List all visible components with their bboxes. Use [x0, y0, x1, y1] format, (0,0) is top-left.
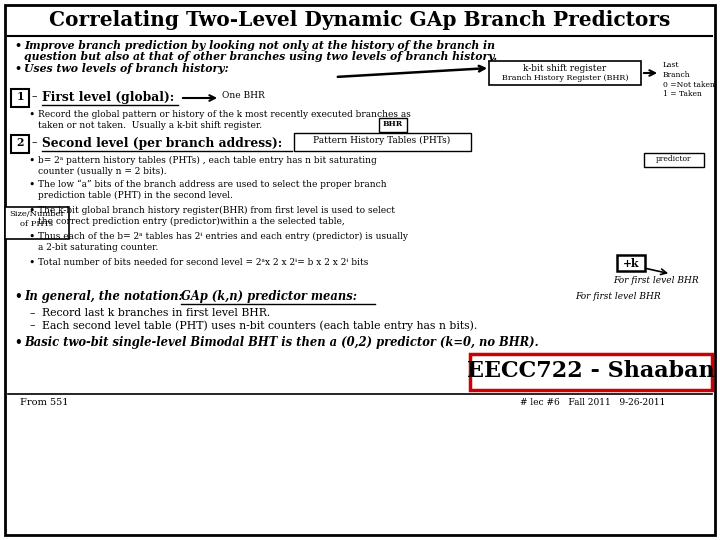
- Text: Record the global pattern or history of the k most recently executed branches as: Record the global pattern or history of …: [38, 110, 411, 119]
- Text: Pattern History Tables (PHTs): Pattern History Tables (PHTs): [313, 136, 451, 145]
- Text: BHR: BHR: [383, 120, 403, 128]
- Text: Thus each of the b= 2ᵃ tables has 2ᶤ entries and each entry (predictor) is usual: Thus each of the b= 2ᵃ tables has 2ᶤ ent…: [38, 232, 408, 241]
- Text: Record last k branches in first level BHR.: Record last k branches in first level BH…: [42, 308, 270, 318]
- Text: First level (global):: First level (global):: [42, 91, 174, 104]
- Text: •: •: [14, 40, 21, 51]
- Text: Correlating Two-Level Dynamic GAp Branch Predictors: Correlating Two-Level Dynamic GAp Branch…: [49, 10, 671, 30]
- Text: Total number of bits needed for second level = 2ᵃx 2 x 2ᶤ= b x 2 x 2ᶤ bits: Total number of bits needed for second l…: [38, 258, 369, 267]
- Text: Branch History Register (BHR): Branch History Register (BHR): [502, 74, 629, 82]
- Text: # lec #6   Fall 2011   9-26-2011: # lec #6 Fall 2011 9-26-2011: [520, 398, 665, 407]
- Text: the correct prediction entry (predictor)within a the selected table,: the correct prediction entry (predictor)…: [38, 217, 345, 226]
- FancyBboxPatch shape: [11, 89, 29, 107]
- Text: For first level BHR: For first level BHR: [613, 276, 698, 285]
- Text: •: •: [28, 206, 35, 216]
- Text: •: •: [28, 156, 35, 166]
- Text: Uses two levels of branch history:: Uses two levels of branch history:: [24, 63, 229, 74]
- FancyBboxPatch shape: [5, 207, 69, 239]
- Text: •: •: [14, 336, 22, 349]
- Text: predictor: predictor: [656, 155, 692, 163]
- Text: Basic two-bit single-level Bimodal BHT is then a (0,2) predictor (k=0, no BHR).: Basic two-bit single-level Bimodal BHT i…: [24, 336, 539, 349]
- Text: EECC722 - Shaaban: EECC722 - Shaaban: [467, 360, 715, 382]
- Text: taken or not taken.  Usually a k-bit shift register.: taken or not taken. Usually a k-bit shif…: [38, 121, 262, 130]
- Text: •: •: [14, 63, 21, 74]
- Text: •: •: [28, 258, 35, 268]
- Text: The k-bit global branch history register(BHR) from first level is used to select: The k-bit global branch history register…: [38, 206, 395, 215]
- Text: The low “a” bits of the branch address are used to select the proper branch: The low “a” bits of the branch address a…: [38, 180, 387, 190]
- FancyBboxPatch shape: [644, 153, 704, 167]
- FancyBboxPatch shape: [489, 61, 641, 85]
- Text: b= 2ᵃ pattern history tables (PHTs) , each table entry has n bit saturating: b= 2ᵃ pattern history tables (PHTs) , ea…: [38, 156, 377, 165]
- Text: •: •: [28, 180, 35, 190]
- FancyBboxPatch shape: [294, 133, 471, 151]
- FancyBboxPatch shape: [617, 255, 645, 271]
- Text: 2: 2: [17, 137, 24, 148]
- Text: prediction table (PHT) in the second level.: prediction table (PHT) in the second lev…: [38, 191, 233, 200]
- Text: counter (usually n = 2 bits).: counter (usually n = 2 bits).: [38, 167, 166, 176]
- Text: One BHR: One BHR: [222, 91, 265, 100]
- Text: Improve branch prediction by looking not only at the history of the branch in: Improve branch prediction by looking not…: [24, 40, 495, 51]
- Text: In general, the notation:: In general, the notation:: [24, 290, 183, 303]
- Text: •: •: [28, 110, 35, 120]
- Text: a 2-bit saturating counter.: a 2-bit saturating counter.: [38, 243, 158, 252]
- FancyBboxPatch shape: [11, 135, 29, 153]
- FancyBboxPatch shape: [470, 354, 712, 390]
- Text: –: –: [32, 137, 37, 147]
- FancyBboxPatch shape: [379, 118, 407, 132]
- Text: Each second level table (PHT) uses n-bit counters (each table entry has n bits).: Each second level table (PHT) uses n-bit…: [42, 320, 477, 330]
- Text: From 551: From 551: [20, 398, 68, 407]
- Text: For first level BHR: For first level BHR: [575, 292, 661, 301]
- Text: –: –: [30, 308, 35, 318]
- Text: k-bit shift register: k-bit shift register: [523, 64, 607, 73]
- Text: Size/Number
of PHTs: Size/Number of PHTs: [9, 210, 65, 228]
- Text: +k: +k: [623, 258, 639, 269]
- Text: question but also at that of other branches using two levels of branch history.: question but also at that of other branc…: [24, 51, 497, 62]
- Text: Second level (per branch address):: Second level (per branch address):: [42, 137, 282, 150]
- Text: GAp (k,n) predictor means:: GAp (k,n) predictor means:: [181, 290, 357, 303]
- Text: •: •: [14, 290, 22, 303]
- Text: 1: 1: [16, 91, 24, 102]
- Text: –: –: [30, 320, 35, 330]
- FancyBboxPatch shape: [5, 5, 715, 535]
- Text: –: –: [32, 91, 37, 101]
- Text: Last
Branch
0 =Not taken
1 = Taken: Last Branch 0 =Not taken 1 = Taken: [663, 61, 715, 98]
- Text: •: •: [28, 232, 35, 242]
